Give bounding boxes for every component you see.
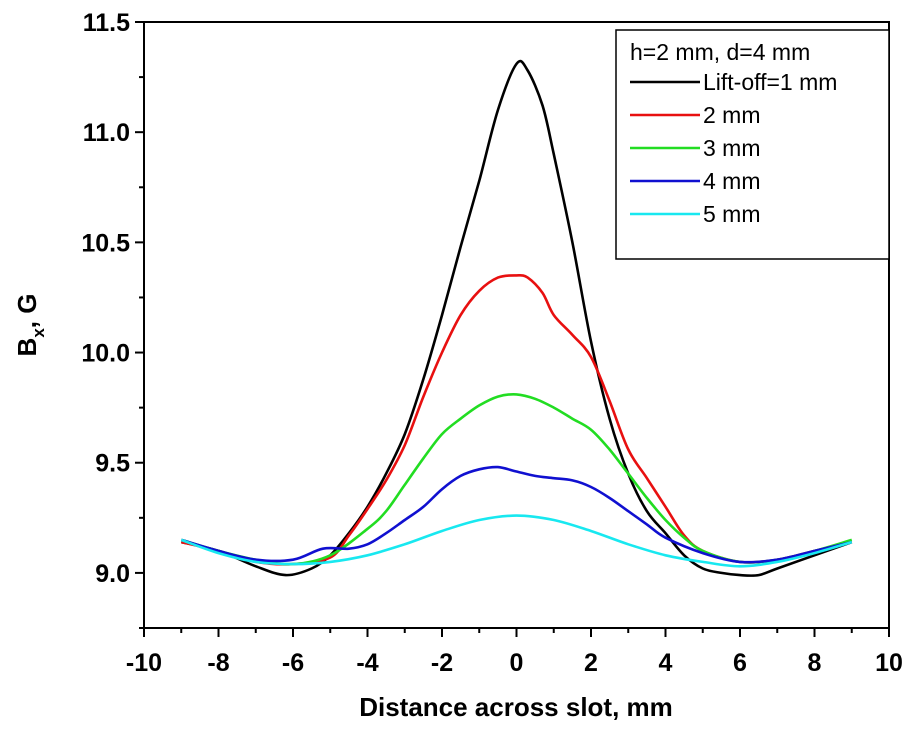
y-tick-label: 11.0 xyxy=(83,119,130,147)
series-line-5 xyxy=(180,514,853,568)
legend: h=2 mm, d=4 mm Lift-off=1 mm 2 mm 3 mm 4 mm… xyxy=(615,29,890,260)
y-tick-label: 9.0 xyxy=(95,560,130,588)
legend-label: 3 mm xyxy=(703,135,761,161)
y-tick-label: 11.5 xyxy=(83,9,130,37)
x-tick-label: 6 xyxy=(733,649,747,677)
legend-label: 4 mm xyxy=(703,168,761,194)
legend-label: 2 mm xyxy=(703,102,761,128)
x-tick-label: 8 xyxy=(808,649,822,677)
x-tick-label: 10 xyxy=(875,649,903,677)
x-tick-label: -4 xyxy=(356,649,378,677)
x-axis-title: Distance across slot, mm xyxy=(359,692,673,722)
legend-title: h=2 mm, d=4 mm xyxy=(630,39,810,65)
x-tick-label: -8 xyxy=(207,649,229,677)
series-line-1 xyxy=(181,59,853,577)
x-tick-label: -2 xyxy=(431,649,453,677)
series-line-2 xyxy=(181,274,853,566)
y-tick-label: 10.5 xyxy=(81,229,130,257)
y-tick-label: 10.0 xyxy=(81,340,130,368)
y-axis-title: Bx, G xyxy=(12,294,48,357)
legend-label: Lift-off=1 mm xyxy=(703,69,837,95)
series-lines xyxy=(180,59,853,577)
series-line-3 xyxy=(180,393,853,566)
x-tick-label: 2 xyxy=(584,649,598,677)
x-tick-label: -10 xyxy=(126,649,162,677)
y-axis: 9.0 9.5 10.0 10.5 11.0 11.5 xyxy=(81,9,144,629)
x-tick-label: -6 xyxy=(282,649,304,677)
x-axis: -10 -8 -6 -4 -2 0 2 4 6 8 10 xyxy=(126,628,903,677)
x-tick-label: 4 xyxy=(659,649,673,677)
y-tick-label: 9.5 xyxy=(95,450,130,478)
x-tick-label: 0 xyxy=(510,649,524,677)
series-line-4 xyxy=(180,465,853,564)
legend-label: 5 mm xyxy=(703,201,761,227)
legend-box xyxy=(615,29,890,260)
